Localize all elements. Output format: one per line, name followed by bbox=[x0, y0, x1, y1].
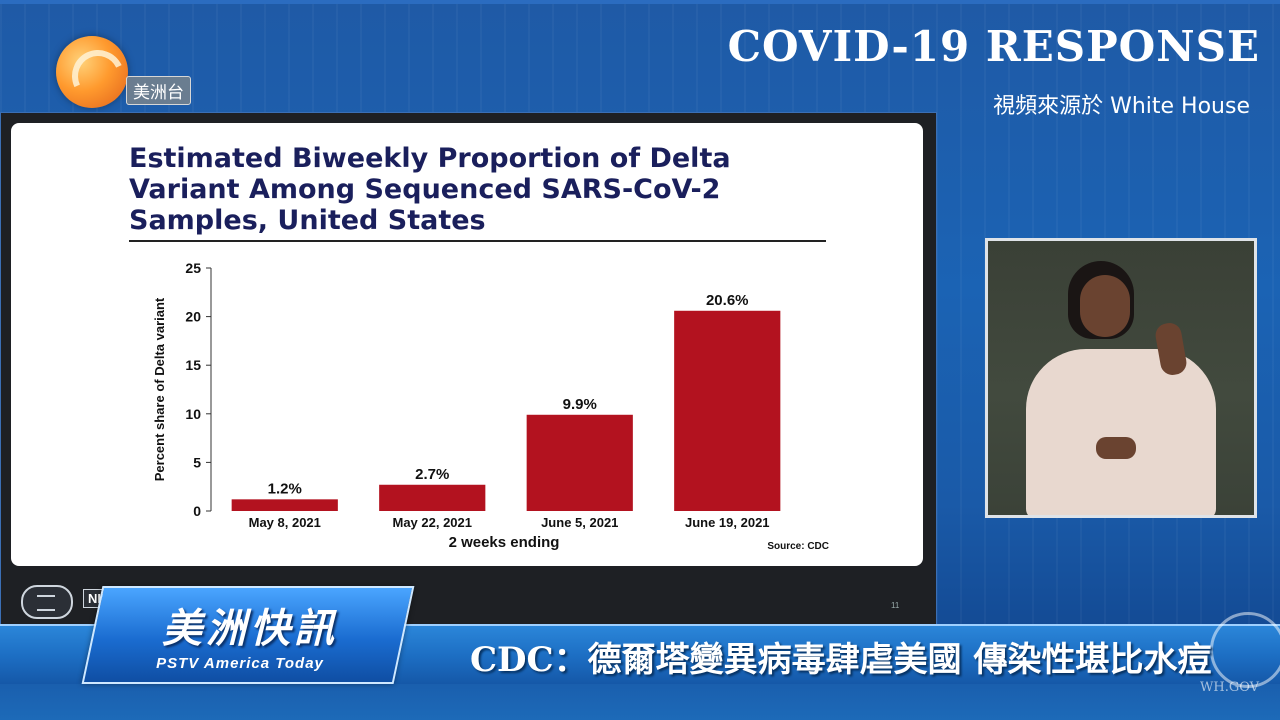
x-tick-label: May 22, 2021 bbox=[392, 515, 472, 530]
program-subtitle: PSTV America Today bbox=[156, 655, 324, 672]
top-strip bbox=[0, 0, 1280, 4]
watermark-url: WH.GOV bbox=[1200, 680, 1260, 695]
chart-bar bbox=[526, 414, 633, 511]
event-title: COVID-19 RESPONSE bbox=[727, 22, 1260, 71]
presentation-frame: Estimated Biweekly Proportion of Delta V… bbox=[0, 112, 937, 626]
x-tick-label: May 8, 2021 bbox=[249, 515, 321, 530]
phoenix-logo-icon bbox=[56, 36, 128, 108]
white-house-watermark-icon bbox=[1210, 612, 1280, 688]
program-name: 美洲快訊 bbox=[162, 606, 338, 652]
chart-bar bbox=[231, 499, 338, 511]
slide-title-line: Estimated Biweekly Proportion of Delta bbox=[129, 143, 731, 174]
y-tick-label: 5 bbox=[193, 454, 201, 470]
chart-bar bbox=[674, 310, 781, 511]
title-divider bbox=[129, 240, 826, 242]
interpreter-head bbox=[1080, 275, 1130, 337]
video-source-note: 視頻來源於 White House bbox=[993, 94, 1250, 119]
interpreter-body bbox=[1026, 349, 1216, 515]
y-tick-label: 15 bbox=[185, 357, 201, 373]
y-tick-label: 10 bbox=[185, 406, 201, 422]
presentation-slide: Estimated Biweekly Proportion of Delta V… bbox=[11, 123, 923, 566]
bar-value-label: 9.9% bbox=[563, 396, 597, 413]
x-axis-label: 2 weeks ending bbox=[449, 534, 560, 551]
channel-logo: 美洲台 bbox=[56, 36, 216, 108]
slide-title: Estimated Biweekly Proportion of Delta V… bbox=[129, 143, 829, 236]
y-tick-label: 25 bbox=[185, 260, 201, 276]
y-tick-label: 0 bbox=[193, 503, 201, 519]
bar-value-label: 2.7% bbox=[415, 466, 449, 483]
y-axis-label: Percent share of Delta variant bbox=[152, 297, 167, 481]
sign-language-interpreter-video bbox=[985, 238, 1257, 518]
slide-title-line: Samples, United States bbox=[129, 205, 486, 236]
channel-logo-label: 美洲台 bbox=[126, 76, 191, 105]
interpreter-left-hand bbox=[1096, 437, 1136, 459]
bar-value-label: 1.2% bbox=[268, 480, 302, 497]
x-tick-label: June 19, 2021 bbox=[685, 515, 770, 530]
bar-chart: 0 5 10 15 20 25 1.2% May 8, 2021 2.7% May 22, 202… bbox=[152, 260, 781, 551]
lower-third-base bbox=[0, 684, 1280, 720]
white-house-seal-icon bbox=[21, 585, 73, 619]
interpreter-video-feed bbox=[988, 241, 1254, 515]
slide-title-line: Variant Among Sequenced SARS-CoV-2 bbox=[129, 174, 721, 205]
slide-page-number: 11 bbox=[891, 601, 900, 610]
y-tick-label: 20 bbox=[185, 309, 201, 325]
chart-bar bbox=[379, 484, 486, 511]
chart-source: Source: CDC bbox=[767, 541, 829, 552]
news-headline: CDC：德爾塔變異病毒肆虐美國 傳染性堪比水痘 bbox=[470, 640, 1212, 680]
x-tick-label: June 5, 2021 bbox=[541, 515, 618, 530]
bar-value-label: 20.6% bbox=[706, 292, 749, 309]
